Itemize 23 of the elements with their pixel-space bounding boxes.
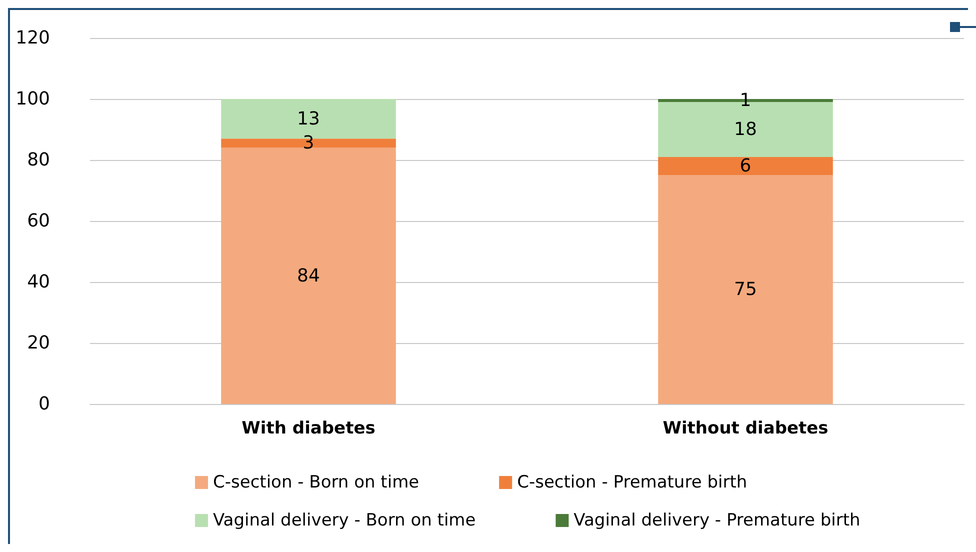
bar xyxy=(221,148,396,404)
bar xyxy=(658,156,833,176)
x-tick-label: With diabetes xyxy=(242,418,376,438)
bar xyxy=(658,175,833,404)
legend-label: Vaginal delivery - Born on time xyxy=(213,510,476,530)
data-label: 75 xyxy=(734,279,757,300)
data-label: 13 xyxy=(297,108,320,130)
legend-label: C-section - Born on time xyxy=(213,472,420,492)
legend-label: Vaginal delivery - Premature birth xyxy=(574,510,860,530)
data-label: 6 xyxy=(740,156,752,177)
y-tick-label: 100 xyxy=(16,88,50,110)
y-tick-label: 60 xyxy=(27,210,50,232)
data-label: 18 xyxy=(734,119,757,140)
data-label: 84 xyxy=(297,265,320,286)
y-tick-label: 20 xyxy=(27,332,50,354)
legend-label: C-section - Premature birth xyxy=(517,472,748,492)
y-tick-label: 120 xyxy=(16,28,50,48)
y-tick-label: 40 xyxy=(27,272,50,292)
y-tick-label: 80 xyxy=(27,150,50,170)
data-label: 1 xyxy=(740,90,752,112)
data-label: 3 xyxy=(302,132,314,154)
y-tick-label: 0 xyxy=(38,394,50,414)
x-tick-label: Without diabetes xyxy=(662,418,828,438)
